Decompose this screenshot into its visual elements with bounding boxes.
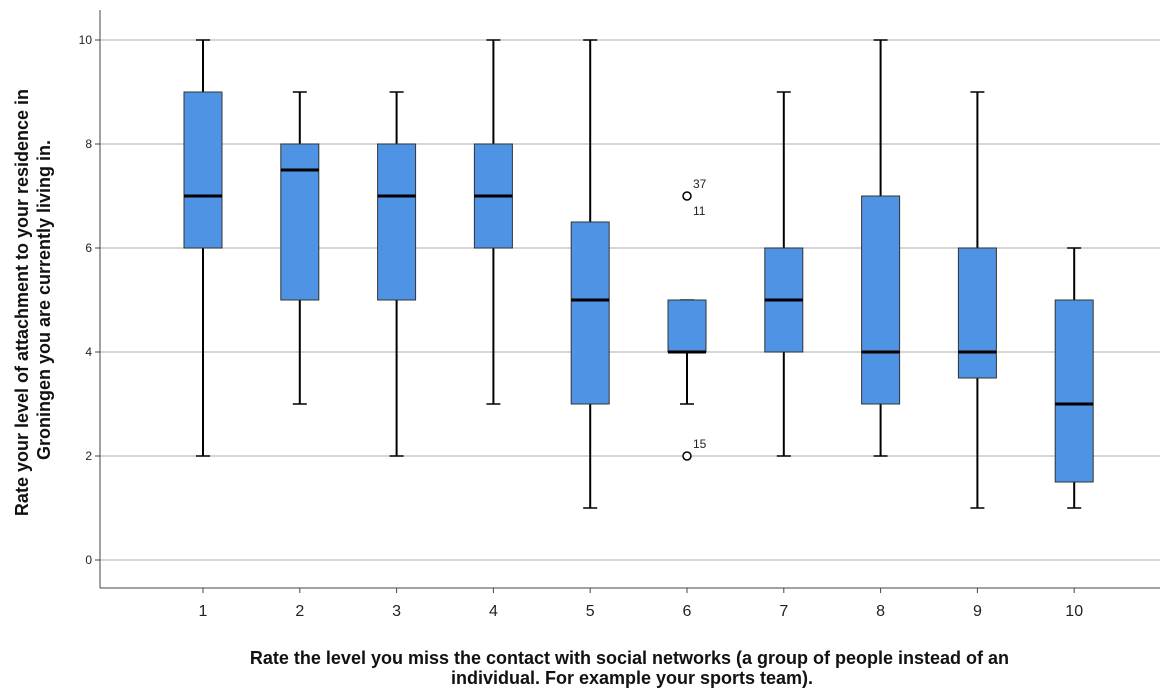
boxes: [183, 39, 1094, 509]
outliers: 37 11 15: [682, 177, 707, 461]
x-tick-label: 7: [779, 603, 788, 620]
box-5: [570, 39, 610, 509]
iqr-box: [957, 247, 997, 379]
outlier-label: 11: [693, 204, 706, 218]
x-tick-label: 8: [876, 603, 885, 620]
y-axis-title-line-2: Groningen you are currently living in.: [34, 140, 54, 460]
x-tick-label: 4: [489, 603, 498, 620]
box-6: [667, 299, 707, 405]
axes: [99, 10, 1160, 589]
box-4: [473, 39, 513, 405]
x-tick-label: 6: [683, 603, 692, 620]
y-tick-label: 4: [85, 345, 92, 359]
x-tick-label: 3: [392, 603, 401, 620]
x-tick-label: 5: [586, 603, 595, 620]
gridlines: [100, 39, 1160, 561]
y-tick-label: 10: [79, 33, 93, 47]
y-tick-label: 6: [85, 241, 92, 255]
box-10: [1054, 247, 1094, 509]
box-3: [377, 91, 417, 457]
x-tick-label: 9: [973, 603, 982, 620]
box-1: [183, 39, 223, 457]
outlier-point: [682, 451, 692, 461]
outlier-point: [682, 191, 692, 201]
box-2: [280, 91, 320, 405]
y-tick-label: 2: [85, 449, 92, 463]
y-axis-title: Rate your level of attachment to your re…: [12, 84, 54, 516]
iqr-box: [183, 91, 223, 249]
iqr-box: [570, 221, 610, 405]
outlier-label: 37: [693, 177, 707, 191]
x-tick-label: 2: [295, 603, 304, 620]
y-tick-label: 0: [85, 553, 92, 567]
y-tick-label: 8: [85, 137, 92, 151]
box-8: [861, 39, 901, 457]
iqr-box: [377, 143, 417, 301]
iqr-box: [280, 143, 320, 301]
x-tick-labels: 1 2 3 4 5 6 7 8 9 10: [199, 588, 1083, 620]
y-axis-title-line-1: Rate your level of attachment to your re…: [12, 89, 32, 516]
box-9: [957, 91, 997, 509]
iqr-box: [861, 195, 901, 405]
x-axis-title-line-2: individual. For example your sports team…: [451, 668, 813, 688]
iqr-box: [1054, 299, 1094, 483]
y-tick-labels: 0 2 4 6 8 10: [79, 33, 100, 567]
x-tick-label: 1: [199, 603, 208, 620]
outlier-label: 15: [693, 437, 707, 451]
x-tick-label: 10: [1065, 603, 1083, 620]
iqr-box: [667, 299, 707, 353]
x-axis-title-line-1: Rate the level you miss the contact with…: [250, 648, 1009, 668]
x-axis-title: Rate the level you miss the contact with…: [250, 648, 1014, 688]
box-7: [764, 91, 804, 457]
